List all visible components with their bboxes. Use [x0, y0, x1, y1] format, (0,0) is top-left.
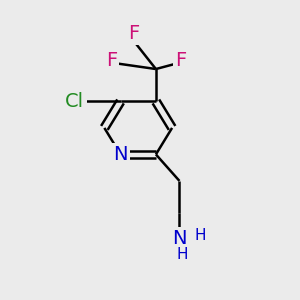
Text: H: H	[177, 247, 188, 262]
Text: N: N	[113, 145, 128, 164]
Text: F: F	[106, 51, 117, 70]
Text: H: H	[194, 228, 206, 243]
Text: F: F	[128, 24, 140, 43]
Text: F: F	[175, 51, 187, 70]
Text: Cl: Cl	[65, 92, 85, 111]
Text: N: N	[172, 229, 187, 248]
